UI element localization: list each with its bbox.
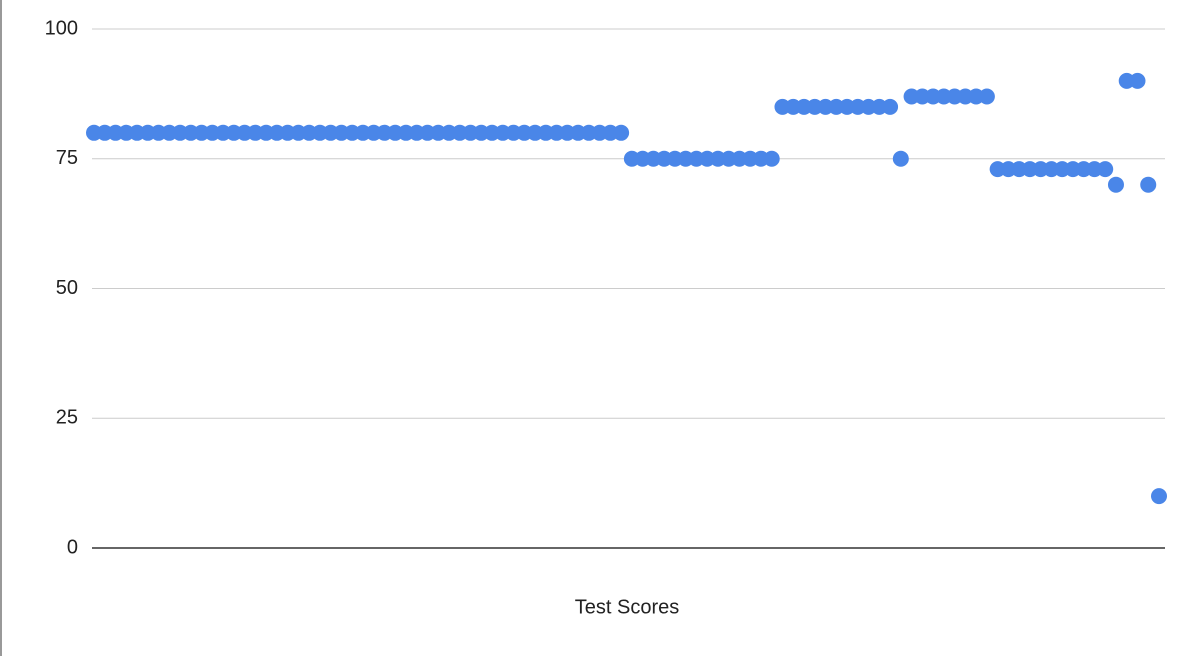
x-axis-title: Test Scores bbox=[575, 596, 679, 618]
point bbox=[1129, 72, 1146, 89]
y-tick-label: 0 bbox=[67, 536, 78, 558]
point bbox=[882, 98, 899, 115]
y-tick-label: 25 bbox=[56, 407, 78, 429]
point bbox=[1097, 161, 1114, 178]
y-tick-label: 50 bbox=[56, 277, 78, 299]
point bbox=[1140, 176, 1157, 193]
point bbox=[892, 150, 909, 167]
y-tick-label: 100 bbox=[45, 17, 78, 39]
point bbox=[1151, 488, 1167, 505]
point bbox=[763, 150, 780, 167]
point bbox=[613, 124, 630, 141]
point bbox=[978, 88, 995, 105]
y-tick-label: 75 bbox=[56, 147, 78, 169]
point bbox=[1107, 176, 1124, 193]
